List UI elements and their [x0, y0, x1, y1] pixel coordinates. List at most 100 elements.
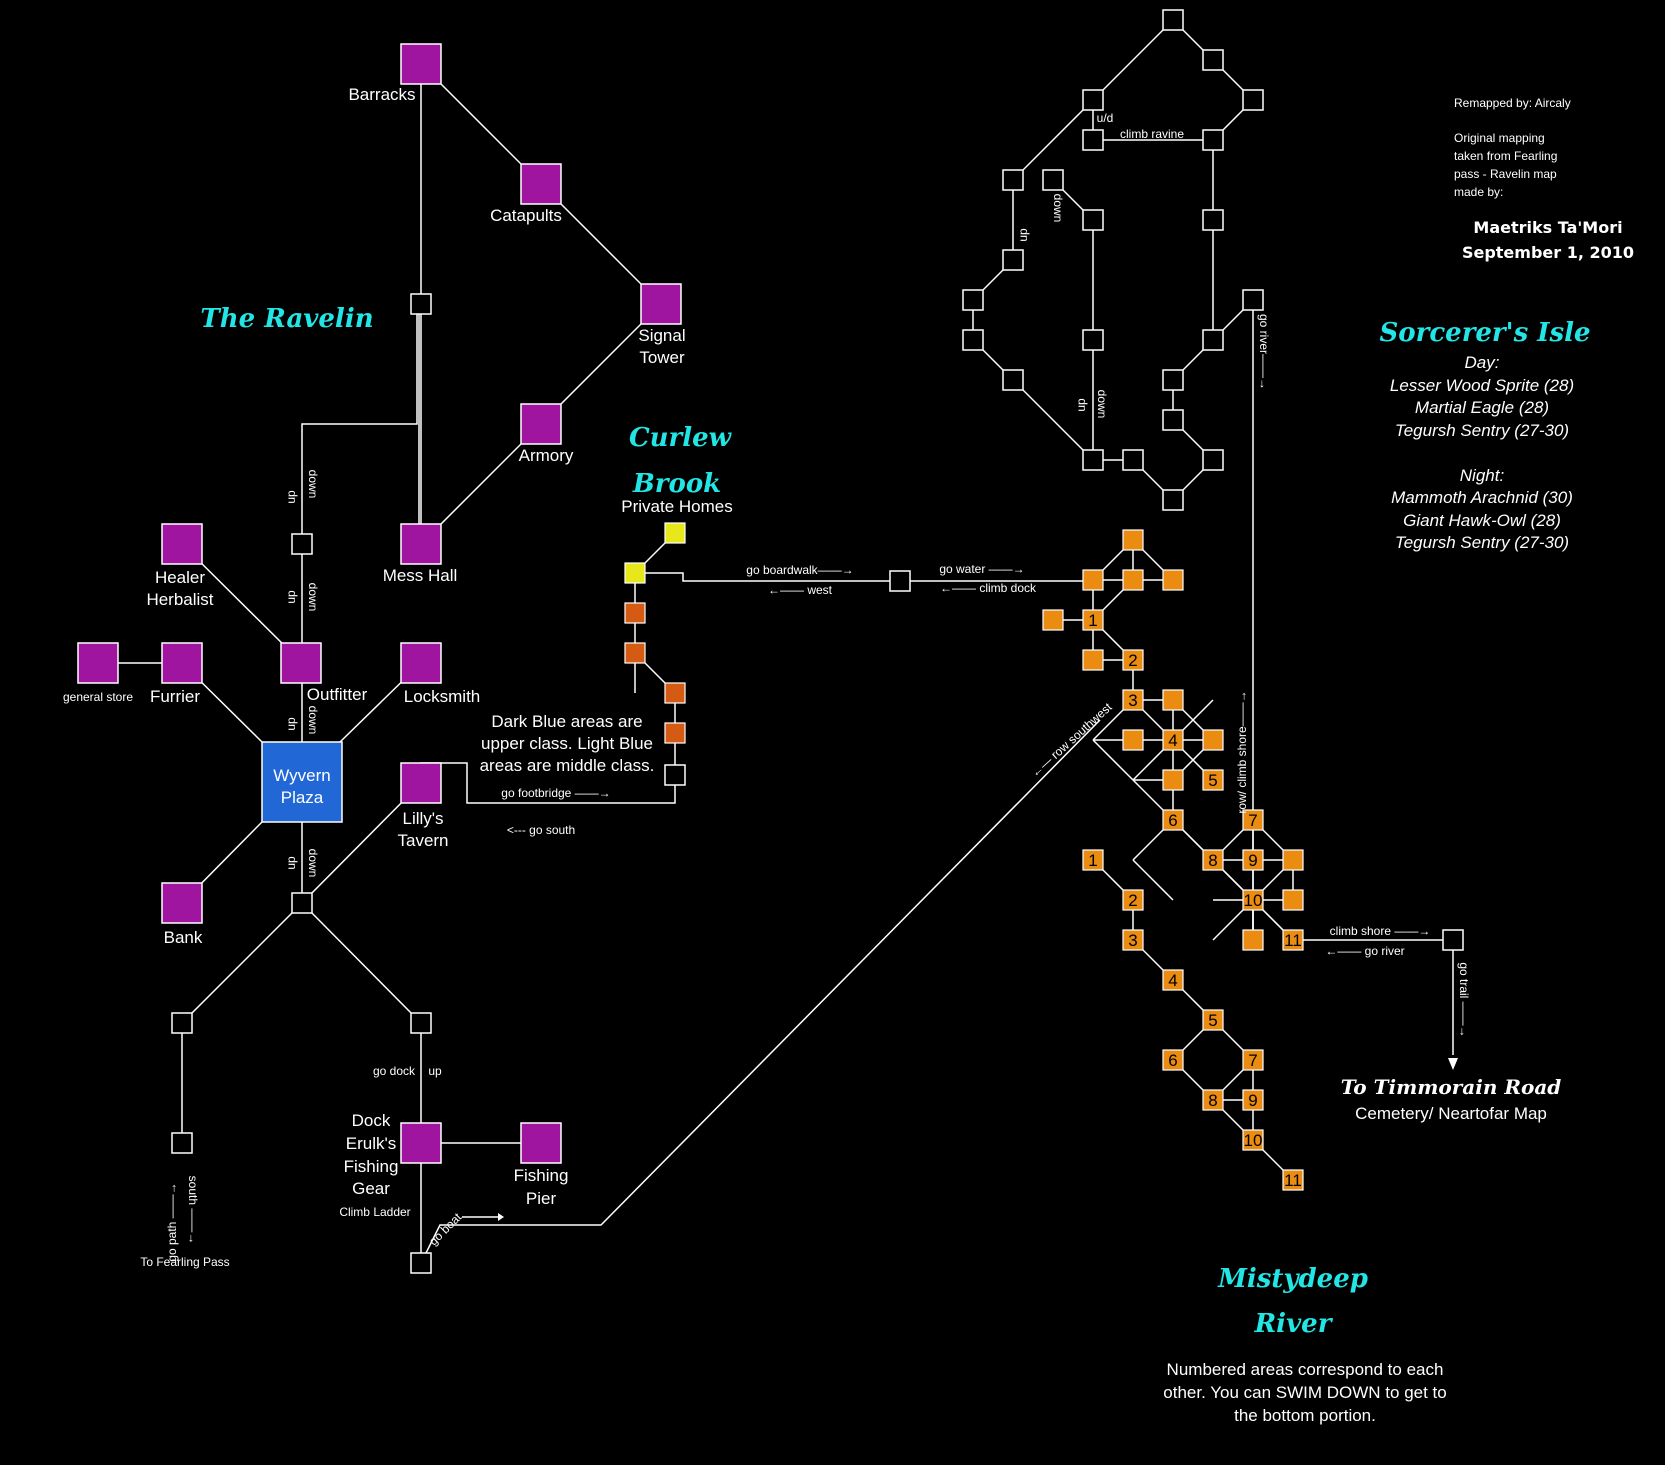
room-isle[interactable]	[1002, 249, 1024, 271]
room-shore[interactable]	[1442, 929, 1464, 951]
river-room[interactable]	[1162, 689, 1184, 711]
river-room-3[interactable]	[1122, 689, 1144, 711]
exit-cemetery-map[interactable]: Cemetery/ Neartofar Map	[1355, 1104, 1547, 1123]
room-boardwalk[interactable]	[889, 570, 911, 592]
river-room-1[interactable]	[1082, 609, 1104, 631]
riverbed-room-3[interactable]	[1122, 929, 1144, 951]
riverbed-room-9[interactable]	[1242, 1089, 1264, 1111]
riverbed-room-5[interactable]	[1202, 1009, 1224, 1031]
label-dock: Dock	[352, 1111, 391, 1130]
river-room[interactable]	[1122, 529, 1144, 551]
room-isle[interactable]	[1202, 129, 1224, 151]
room-isle[interactable]	[1202, 449, 1224, 471]
riverbed-room-1[interactable]	[1082, 849, 1104, 871]
room-private-home[interactable]	[624, 562, 646, 584]
river-room-2[interactable]	[1122, 649, 1144, 671]
riverbed-room-2[interactable]	[1122, 889, 1144, 911]
room-isle[interactable]	[962, 289, 984, 311]
room-brook[interactable]	[624, 642, 646, 664]
river-room[interactable]	[1282, 889, 1304, 911]
room-fishing-pier[interactable]	[520, 1122, 562, 1164]
room-isle[interactable]	[1162, 369, 1184, 391]
room-isle[interactable]	[1082, 329, 1104, 351]
river-room-4[interactable]	[1162, 729, 1184, 751]
river-room[interactable]	[1122, 569, 1144, 591]
room-healer-herbalist[interactable]	[161, 523, 203, 565]
riverbed-room-7[interactable]	[1242, 1049, 1264, 1071]
room-isle[interactable]	[1082, 209, 1104, 231]
room-isle[interactable]	[1002, 169, 1024, 191]
room-mess-hall[interactable]	[400, 523, 442, 565]
room-isle[interactable]	[1002, 369, 1024, 391]
room-junction[interactable]	[410, 293, 432, 315]
ravelin-rooms	[77, 43, 682, 1274]
room-isle[interactable]	[1162, 409, 1184, 431]
room-dock[interactable]	[400, 1122, 442, 1164]
river-room-11[interactable]	[1282, 929, 1304, 951]
river-room-7[interactable]	[1242, 809, 1264, 831]
room-brook[interactable]	[664, 722, 686, 744]
room-locksmith[interactable]	[400, 642, 442, 684]
curlew-rooms	[624, 522, 911, 786]
dir-label: up	[284, 590, 298, 604]
room-furrier[interactable]	[161, 642, 203, 684]
riverbed-room-4[interactable]	[1162, 969, 1184, 991]
room-boat[interactable]	[410, 1252, 432, 1274]
river-room[interactable]	[1282, 849, 1304, 871]
room-junction[interactable]	[291, 533, 313, 555]
riverbed-room-10[interactable]	[1242, 1129, 1264, 1151]
river-room[interactable]	[1162, 569, 1184, 591]
river-room[interactable]	[1202, 729, 1224, 751]
region-title-sorcerers-isle: Sorcerer's Isle	[1380, 318, 1591, 348]
river-room-10[interactable]	[1242, 889, 1264, 911]
room-armory[interactable]	[520, 403, 562, 445]
room-junction[interactable]	[171, 1012, 193, 1034]
room-junction[interactable]	[410, 1012, 432, 1034]
riverbed-room-6[interactable]	[1162, 1049, 1184, 1071]
room-brook-bridge[interactable]	[664, 764, 686, 786]
room-isle[interactable]	[1122, 449, 1144, 471]
river-room[interactable]	[1242, 929, 1264, 951]
river-room-8[interactable]	[1202, 849, 1224, 871]
river-room[interactable]	[1042, 609, 1064, 631]
room-isle[interactable]	[1042, 169, 1064, 191]
room-bank[interactable]	[161, 882, 203, 924]
room-junction[interactable]	[291, 892, 313, 914]
room-isle[interactable]	[1202, 329, 1224, 351]
river-room[interactable]	[1082, 649, 1104, 671]
room-isle[interactable]	[962, 329, 984, 351]
room-lillys-tavern[interactable]	[400, 762, 442, 804]
room-brook[interactable]	[624, 602, 646, 624]
room-wyvern-plaza[interactable]	[261, 741, 343, 823]
riverbed-room-11[interactable]	[1282, 1169, 1304, 1191]
room-isle[interactable]	[1162, 9, 1184, 31]
room-junction[interactable]	[171, 1132, 193, 1154]
room-brook[interactable]	[664, 682, 686, 704]
room-private-home[interactable]	[664, 522, 686, 544]
label-healer: Healer	[155, 568, 205, 587]
room-isle[interactable]	[1242, 289, 1264, 311]
river-room-5[interactable]	[1202, 769, 1224, 791]
river-room-9[interactable]	[1242, 849, 1264, 871]
room-isle[interactable]	[1162, 489, 1184, 511]
room-outfitter[interactable]	[280, 642, 322, 684]
room-isle[interactable]	[1242, 89, 1264, 111]
room-catapults[interactable]	[520, 163, 562, 205]
room-isle[interactable]	[1082, 89, 1104, 111]
riverbed-room-8[interactable]	[1202, 1089, 1224, 1111]
room-isle[interactable]	[1082, 449, 1104, 471]
room-isle[interactable]	[1082, 129, 1104, 151]
river-room-6[interactable]	[1162, 809, 1184, 831]
room-signal-tower[interactable]	[640, 283, 682, 325]
river-room[interactable]	[1162, 769, 1184, 791]
dir-label: Climb Ladder	[339, 1205, 410, 1219]
room-barracks[interactable]	[400, 43, 442, 85]
label-to-fearling-pass[interactable]: To Fearling Pass	[140, 1255, 229, 1269]
river-room[interactable]	[1122, 729, 1144, 751]
room-general-store[interactable]	[77, 642, 119, 684]
room-isle[interactable]	[1202, 209, 1224, 231]
exit-timmorain-road[interactable]: To Timmorain Road	[1341, 1075, 1562, 1099]
room-isle[interactable]	[1202, 49, 1224, 71]
river-room[interactable]	[1082, 569, 1104, 591]
label-fishing-pier: Fishing	[514, 1166, 569, 1185]
